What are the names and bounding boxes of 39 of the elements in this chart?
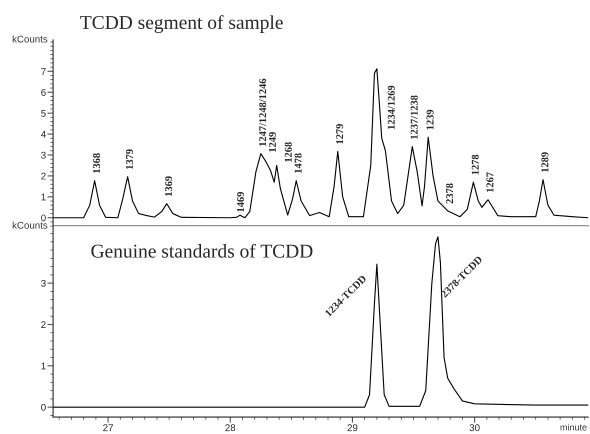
line-series bbox=[53, 68, 588, 218]
annotation: 1249 bbox=[268, 132, 276, 152]
annotation: 2378 bbox=[446, 183, 454, 204]
annotation: 1237/1238 bbox=[410, 95, 418, 139]
x-tick-label: 28 bbox=[225, 424, 236, 432]
x-tick-label: 30 bbox=[470, 424, 480, 432]
y-tick-label: 3 bbox=[41, 280, 46, 287]
y-tick-label: 7 bbox=[41, 68, 46, 75]
y-axis-title: kCounts bbox=[12, 35, 48, 43]
x-axis-title: minute bbox=[560, 424, 587, 430]
y-tick-label: 2 bbox=[41, 172, 46, 180]
annotation: 1247/1248/1246 bbox=[259, 78, 266, 146]
x-tick-label: 29 bbox=[348, 424, 358, 432]
annotation: 1379 bbox=[126, 149, 134, 169]
annotation: 1368 bbox=[92, 153, 100, 173]
y-tick-label: 1 bbox=[41, 194, 46, 200]
annotation: 1267 bbox=[486, 172, 494, 192]
annotation: 1289 bbox=[541, 152, 548, 172]
annotation: 1278 bbox=[472, 154, 479, 174]
chart-title: TCDD segment of sample bbox=[80, 15, 283, 34]
annotation: 1478 bbox=[294, 153, 302, 173]
annotation: 1234/1269 bbox=[388, 86, 395, 130]
y-tick-label: 5 bbox=[41, 110, 46, 117]
x-tick-label: 27 bbox=[103, 424, 113, 432]
annotation: 1239 bbox=[426, 110, 434, 130]
y-tick-label: 3 bbox=[41, 152, 46, 159]
y-tick-label: 1 bbox=[41, 362, 46, 370]
annotation: 1469 bbox=[237, 192, 244, 212]
line-series bbox=[53, 236, 588, 408]
y-tick-label: 2 bbox=[41, 321, 46, 328]
y-tick-label: 0 bbox=[41, 214, 46, 222]
annotation: 1369 bbox=[165, 176, 172, 196]
y-tick-label: 6 bbox=[41, 88, 46, 96]
annotation: Genuine standards of TCDD bbox=[91, 244, 312, 258]
y-axis-title: kCounts bbox=[12, 222, 48, 229]
annotation: 1268 bbox=[284, 142, 292, 162]
y-tick-label: 0 bbox=[41, 404, 46, 411]
annotation: 1279 bbox=[336, 124, 344, 144]
y-tick-label: 4 bbox=[40, 130, 46, 138]
